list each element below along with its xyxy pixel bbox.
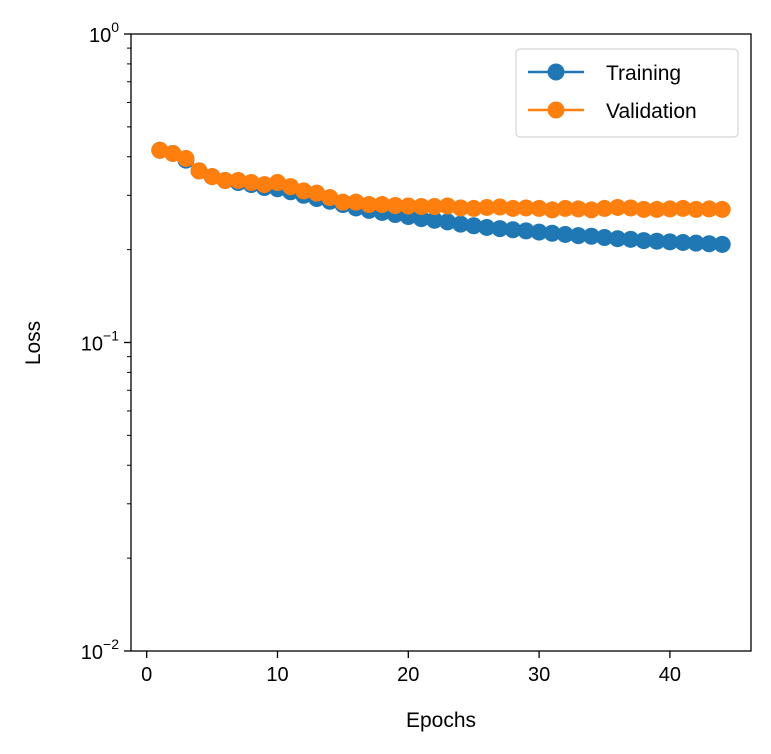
data-point-validation [360, 196, 378, 214]
data-point-validation [255, 176, 273, 194]
data-point-training [661, 233, 679, 251]
legend-training-label: Training [606, 62, 681, 85]
y-tick-label: 10−2 [81, 636, 119, 664]
data-point-validation [282, 178, 300, 196]
data-point-validation [216, 172, 234, 190]
data-point-validation [412, 197, 430, 215]
data-point-validation [556, 199, 574, 217]
data-point-validation [308, 184, 326, 202]
x-tick-label: 20 [397, 664, 419, 686]
x-tick-label: 30 [528, 664, 550, 686]
series-layer [151, 141, 731, 253]
data-point-training [700, 235, 718, 253]
x-tick-label: 0 [141, 664, 152, 686]
data-point-validation [295, 182, 313, 200]
data-point-training [530, 223, 548, 241]
legend: Training Validation [515, 48, 739, 138]
data-point-validation [713, 200, 731, 218]
data-point-validation [491, 198, 509, 216]
data-point-validation [425, 197, 443, 215]
y-axis-label: Loss [22, 321, 45, 365]
data-point-training [478, 218, 496, 236]
data-point-validation [151, 141, 169, 159]
data-point-training [713, 235, 731, 253]
data-point-validation [386, 197, 404, 215]
data-point-training [425, 211, 443, 229]
data-point-validation [242, 174, 260, 192]
data-point-validation [321, 189, 339, 207]
data-point-validation [399, 197, 417, 215]
data-point-training [648, 232, 666, 250]
data-point-validation [190, 162, 208, 180]
data-point-training [635, 232, 653, 250]
y-tick-label: 10−1 [81, 328, 119, 356]
data-point-training [439, 213, 457, 231]
data-point-validation [530, 199, 548, 217]
x-axis: 0 10 20 30 40 [141, 651, 681, 686]
data-point-training [596, 228, 614, 246]
data-point-validation [543, 201, 561, 219]
data-point-validation [504, 199, 522, 217]
data-point-validation [687, 200, 705, 218]
data-point-validation [203, 168, 221, 186]
data-point-validation [268, 174, 286, 192]
data-point-training [517, 222, 535, 240]
data-point-training [465, 217, 483, 235]
data-point-validation [569, 200, 587, 218]
data-point-validation [465, 199, 483, 217]
data-point-validation [334, 193, 352, 211]
y-tick-label: 100 [89, 19, 119, 47]
data-point-training [452, 215, 470, 233]
data-point-validation [661, 200, 679, 218]
data-point-validation [674, 199, 692, 217]
data-point-validation [635, 200, 653, 218]
data-point-validation [622, 199, 640, 217]
data-point-validation [177, 149, 195, 167]
data-point-training [543, 224, 561, 242]
data-point-training [609, 230, 627, 248]
x-tick-label: 10 [266, 664, 288, 686]
y-axis: 10−2 10−1 100 [81, 19, 131, 664]
data-point-validation [439, 197, 457, 215]
data-point-training [491, 220, 509, 238]
data-point-training [412, 210, 430, 228]
data-point-validation [517, 199, 535, 217]
data-point-training [674, 233, 692, 251]
legend-validation-label: Validation [606, 100, 697, 123]
data-point-validation [452, 199, 470, 217]
data-point-training [569, 227, 587, 245]
data-point-validation [347, 193, 365, 211]
data-point-validation [648, 200, 666, 218]
data-point-training [687, 234, 705, 252]
x-axis-label: Epochs [406, 709, 476, 732]
data-point-training [582, 227, 600, 245]
data-point-validation [164, 144, 182, 162]
data-point-training [622, 230, 640, 248]
data-point-validation [229, 172, 247, 190]
data-point-validation [373, 196, 391, 214]
data-point-validation [609, 198, 627, 216]
data-point-validation [478, 198, 496, 216]
data-point-validation [700, 200, 718, 218]
data-point-validation [596, 199, 614, 217]
data-point-training [504, 221, 522, 239]
legend-training-marker [547, 63, 565, 81]
x-tick-label: 40 [659, 664, 681, 686]
data-point-training [556, 225, 574, 243]
data-point-validation [582, 201, 600, 219]
legend-validation-marker [547, 101, 565, 119]
